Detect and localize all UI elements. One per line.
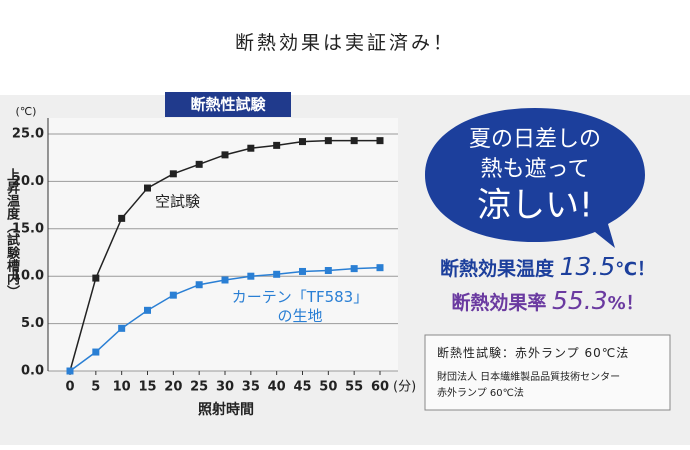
result: 断熱効果率 55.3%！ (405, 286, 690, 315)
bubble-line: 熱も遮って (481, 157, 590, 182)
speech-bubble (425, 108, 645, 248)
x-tick-label: 25 (190, 380, 208, 395)
marker (273, 141, 281, 149)
y-tick-label: 0.0 (21, 364, 44, 379)
marker (118, 324, 126, 332)
x-tick-label: 0 (65, 380, 74, 395)
x-tick-label: 30 (216, 380, 234, 395)
marker (144, 306, 151, 314)
y-tick-label: 10.0 (12, 269, 44, 284)
series-label: 空試験 (155, 193, 200, 211)
marker (169, 170, 177, 178)
marker (247, 272, 255, 280)
result: 断熱効果温度 13.5℃！ (405, 252, 690, 281)
result-unit: ℃！ (615, 259, 656, 280)
marker (66, 367, 74, 375)
marker (169, 291, 177, 299)
note-org: 財団法人 日本繊維製品品質技術センター (437, 372, 621, 383)
marker (350, 265, 358, 273)
marker (324, 137, 332, 145)
marker (247, 144, 255, 152)
x-tick-label: 35 (242, 380, 260, 395)
result-value: 13.5 (559, 252, 616, 281)
badge-bg (165, 92, 291, 117)
x-label: 照射時間 (198, 401, 254, 418)
y-label: 上昇温度（試験槽内） (4, 168, 19, 298)
marker (92, 348, 100, 356)
bubble-line: 涼しい! (477, 186, 593, 226)
marker (118, 214, 126, 222)
marker (376, 264, 384, 272)
y-tick-label: 15.0 (12, 221, 44, 236)
note-box (424, 334, 671, 411)
note-method2: 赤外ランプ 60℃法 (437, 388, 524, 399)
badge: 断熱性試験 (190, 96, 266, 114)
x-tick-label: 15 (138, 380, 156, 395)
x-tick-label: 45 (293, 380, 311, 395)
marker (195, 160, 203, 168)
bubble-line: 夏の日差しの (469, 127, 601, 152)
marker (221, 151, 229, 159)
x-tick-label: 55 (345, 380, 363, 395)
y-tick-label: 25.0 (12, 127, 44, 142)
y-unit: (℃) (16, 105, 37, 118)
marker (92, 274, 100, 282)
result-unit: %！ (607, 293, 644, 314)
result-label: 断熱効果温度 (439, 258, 554, 280)
marker (273, 270, 281, 278)
marker (221, 276, 229, 284)
y-tick-label: 5.0 (21, 316, 44, 331)
marker (144, 184, 151, 192)
plot-area (48, 118, 398, 371)
result-label: 断熱効果率 (451, 292, 547, 314)
series-label: カーテン「TF583」の生地 (231, 288, 369, 325)
x-tick-label: 40 (268, 380, 286, 395)
x-tick-label: 60 (371, 380, 389, 395)
x-tick-label: 50 (319, 380, 337, 395)
x-unit: (分) (393, 380, 416, 395)
x-tick-label: 10 (113, 380, 131, 395)
marker (195, 281, 203, 289)
marker (350, 137, 358, 145)
result-value: 55.3 (551, 286, 608, 315)
x-tick-label: 20 (164, 380, 182, 395)
marker (324, 267, 332, 275)
note-method: 断熱性試験：赤外ランプ 60℃法 (437, 346, 630, 360)
marker (299, 138, 306, 146)
y-tick-label: 20.0 (12, 174, 44, 189)
page-title: 断熱効果は実証済み！ (234, 32, 455, 54)
marker (299, 267, 306, 275)
x-tick-label: 5 (91, 380, 100, 395)
marker (376, 137, 384, 145)
